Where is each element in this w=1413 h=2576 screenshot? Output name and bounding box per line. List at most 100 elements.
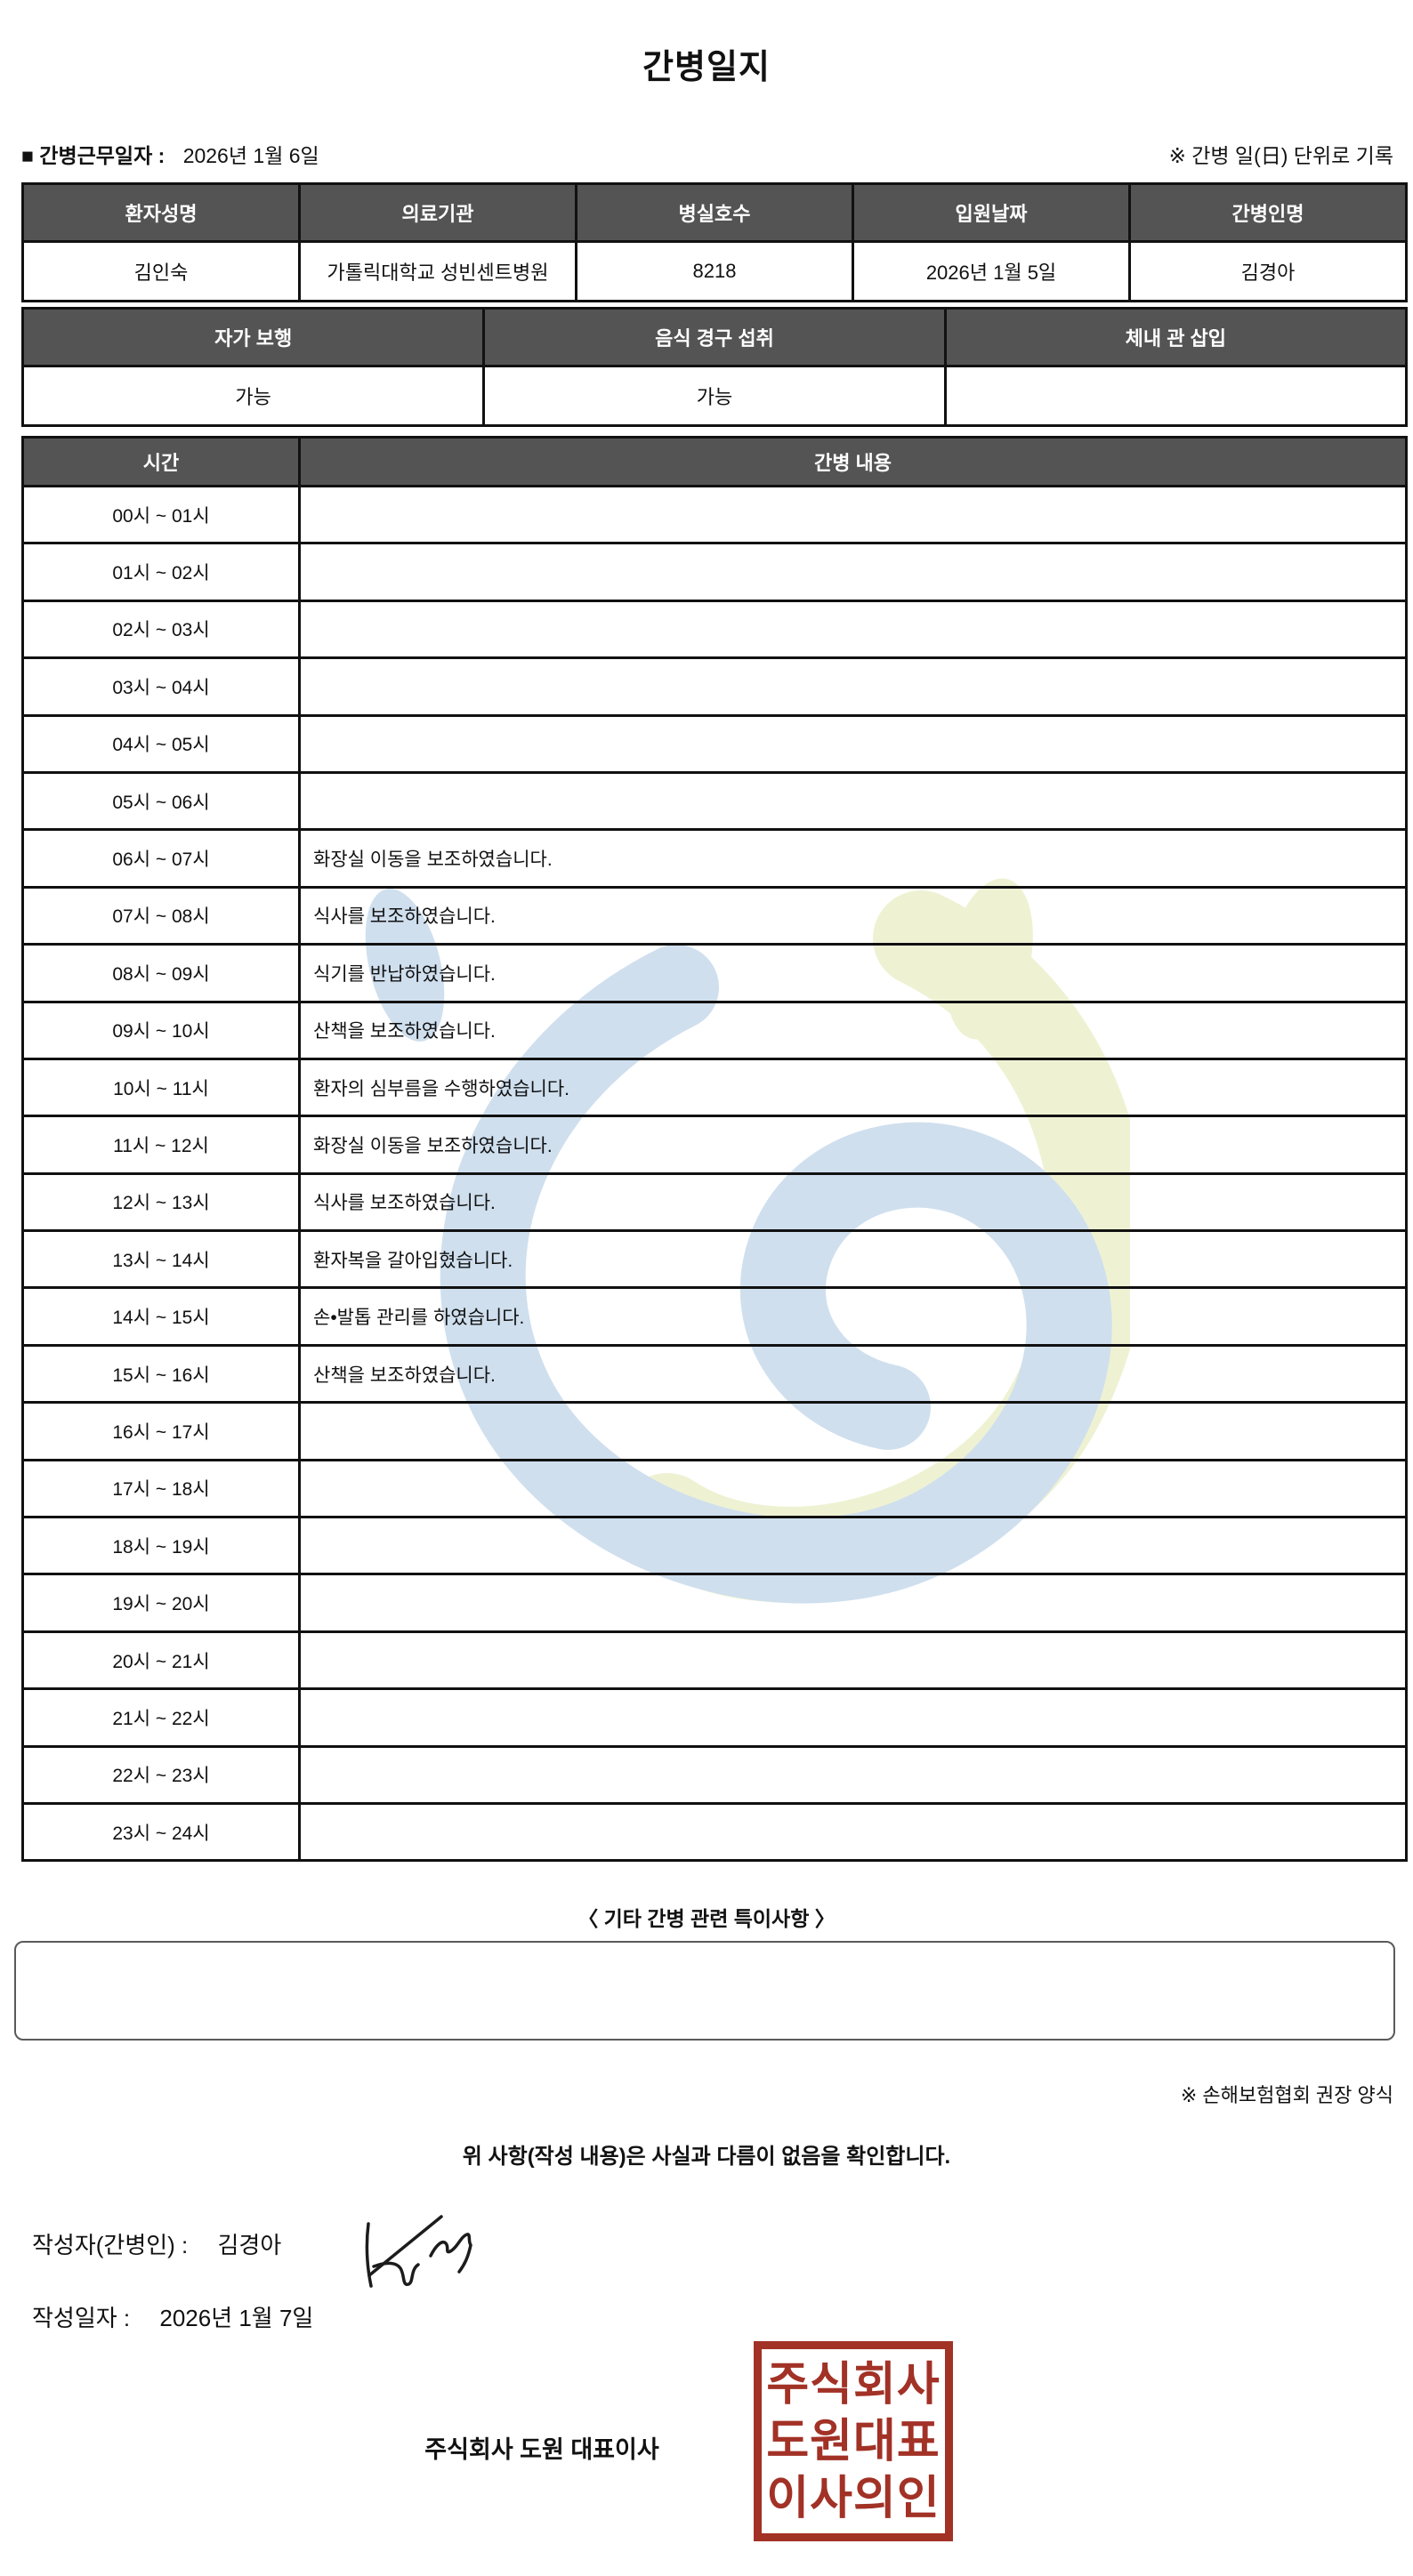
col-room: 병실호수 <box>575 182 854 243</box>
care-row-time: 19시 ~ 20시 <box>21 1573 301 1633</box>
care-row-content: 환자의 심부름을 수행하였습니다. <box>298 1057 1408 1118</box>
meta-row: ■ 간병근무일자 : 2026년 1월 6일 ※ 간병 일(日) 단위로 기록 <box>21 139 1393 169</box>
room-number: 8218 <box>575 240 854 302</box>
care-row-time: 05시 ~ 06시 <box>21 770 301 832</box>
care-row: 18시 ~ 19시 <box>21 1516 1408 1576</box>
care-row-time: 04시 ~ 05시 <box>21 713 301 774</box>
care-row-content <box>298 1744 1408 1805</box>
care-row-time: 02시 ~ 03시 <box>21 599 301 660</box>
care-row-time: 06시 ~ 07시 <box>21 828 301 889</box>
care-row: 00시 ~ 01시 <box>21 484 1408 545</box>
care-row: 19시 ~ 20시 <box>21 1573 1408 1633</box>
care-row-content <box>298 1516 1408 1576</box>
care-header-row: 시간 간병 내용 <box>21 436 1408 487</box>
care-row-content <box>298 770 1408 832</box>
status-table: 자가 보행 음식 경구 섭취 체내 관 삽입 가능 가능 <box>20 307 1409 427</box>
care-row-content <box>298 713 1408 774</box>
insurance-form-note: ※ 손해보험협회 권장 양식 <box>1180 2084 1393 2106</box>
care-row: 11시 ~ 12시 화장실 이동을 보조하였습니다. <box>21 1115 1408 1175</box>
care-row: 20시 ~ 21시 <box>21 1630 1408 1691</box>
col-hospital: 의료기관 <box>298 182 577 243</box>
care-row-content <box>298 1801 1408 1863</box>
care-row: 03시 ~ 04시 <box>21 656 1408 717</box>
work-date-label: ■ 간병근무일자 : <box>21 144 166 167</box>
care-row: 05시 ~ 06시 <box>21 770 1408 832</box>
stamp-line-1: 주식회사 <box>766 2358 941 2411</box>
hospital-name: 가톨릭대학교 성빈센트병원 <box>298 240 577 302</box>
care-row: 09시 ~ 10시 산책을 보조하였습니다. <box>21 1000 1408 1060</box>
col-tube-insertion: 체내 관 삽입 <box>943 307 1409 367</box>
care-row-content <box>298 1458 1408 1519</box>
patient-name: 김인숙 <box>21 240 301 302</box>
care-row: 15시 ~ 16시 산책을 보조하였습니다. <box>21 1343 1408 1405</box>
care-row-content: 화장실 이동을 보조하였습니다. <box>298 1115 1408 1175</box>
care-row-time: 11시 ~ 12시 <box>21 1115 301 1175</box>
tube-insertion-value <box>943 365 1409 427</box>
care-row-time: 21시 ~ 22시 <box>21 1687 301 1748</box>
col-self-walking: 자가 보행 <box>20 307 486 367</box>
care-row-time: 01시 ~ 02시 <box>21 542 301 602</box>
content-column-header: 간병 내용 <box>298 436 1408 487</box>
care-row-time: 23시 ~ 24시 <box>21 1801 301 1863</box>
care-row-time: 18시 ~ 19시 <box>21 1516 301 1576</box>
status-header-row: 자가 보행 음식 경구 섭취 체내 관 삽입 <box>20 307 1409 367</box>
care-row-content <box>298 656 1408 717</box>
care-row-time: 17시 ~ 18시 <box>21 1458 301 1519</box>
admission-date: 2026년 1월 5일 <box>852 240 1131 302</box>
care-row-time: 08시 ~ 09시 <box>21 943 301 1003</box>
patient-value-row: 김인숙 가톨릭대학교 성빈센트병원 8218 2026년 1월 5일 김경아 <box>21 240 1408 302</box>
care-row-content <box>298 599 1408 660</box>
care-row-content <box>298 542 1408 602</box>
care-row-time: 09시 ~ 10시 <box>21 1000 301 1060</box>
care-row-time: 00시 ~ 01시 <box>21 484 301 545</box>
care-row-time: 13시 ~ 14시 <box>21 1229 301 1290</box>
work-date-value: 2026년 1월 6일 <box>182 144 319 167</box>
time-column-header: 시간 <box>21 436 301 487</box>
care-row-content <box>298 1573 1408 1633</box>
care-row-time: 12시 ~ 13시 <box>21 1171 301 1233</box>
care-row: 21시 ~ 22시 <box>21 1687 1408 1748</box>
care-row: 10시 ~ 11시 환자의 심부름을 수행하였습니다. <box>21 1057 1408 1118</box>
care-row: 13시 ~ 14시 환자복을 갈아입혔습니다. <box>21 1229 1408 1290</box>
care-row-content: 산책을 보조하였습니다. <box>298 1000 1408 1060</box>
care-row: 01시 ~ 02시 <box>21 542 1408 602</box>
care-row-time: 14시 ~ 15시 <box>21 1286 301 1347</box>
care-row: 02시 ~ 03시 <box>21 599 1408 660</box>
care-row-time: 20시 ~ 21시 <box>21 1630 301 1691</box>
patient-info-table: 환자성명 의료기관 병실호수 입원날짜 간병인명 김인숙 가톨릭대학교 성빈센트… <box>21 182 1408 302</box>
special-notes-heading: 〈 기타 간병 관련 특이사항 〉 <box>577 1907 836 1930</box>
care-row: 12시 ~ 13시 식사를 보조하였습니다. <box>21 1171 1408 1233</box>
care-row-content: 화장실 이동을 보조하였습니다. <box>298 828 1408 889</box>
care-row-content <box>298 1687 1408 1748</box>
care-row-content <box>298 484 1408 545</box>
col-admission-date: 입원날짜 <box>852 182 1131 243</box>
col-oral-intake: 음식 경구 섭취 <box>482 307 947 367</box>
work-date-line: ■ 간병근무일자 : 2026년 1월 6일 <box>21 139 319 169</box>
corporate-seal-stamp: 주식회사 도원대표 이사의인 <box>754 2341 953 2541</box>
care-row-time: 16시 ~ 17시 <box>21 1401 301 1461</box>
care-row: 06시 ~ 07시 화장실 이동을 보조하였습니다. <box>21 828 1408 889</box>
writer-label: 작성자(간병인) : <box>32 2232 195 2258</box>
unit-note: ※ 간병 일(日) 단위로 기록 <box>1168 144 1393 167</box>
care-row-content: 손•발톱 관리를 하였습니다. <box>298 1286 1408 1347</box>
self-walking-value: 가능 <box>20 365 486 427</box>
hourly-care-table: 시간 간병 내용 00시 ~ 01시 01시 ~ 02시 02시 ~ 03시 03시 … <box>21 436 1408 1863</box>
care-row-time: 03시 ~ 04시 <box>21 656 301 717</box>
care-row: 14시 ~ 15시 손•발톱 관리를 하였습니다. <box>21 1286 1408 1347</box>
care-row: 23시 ~ 24시 <box>21 1801 1408 1863</box>
report-date-value: 2026년 1월 7일 <box>159 2305 314 2331</box>
company-ceo-line: 주식회사 도원 대표이사 <box>424 2436 659 2463</box>
care-row-time: 10시 ~ 11시 <box>21 1057 301 1118</box>
report-date-label: 작성일자 : <box>32 2305 137 2331</box>
care-row: 22시 ~ 23시 <box>21 1744 1408 1805</box>
care-row-content: 식기를 반납하였습니다. <box>298 943 1408 1003</box>
report-date-line: 작성일자 : 2026년 1월 7일 <box>32 2300 313 2333</box>
col-caregiver-name: 간병인명 <box>1128 182 1408 243</box>
patient-header-row: 환자성명 의료기관 병실호수 입원날짜 간병인명 <box>21 182 1408 243</box>
special-notes-box <box>14 1941 1395 2041</box>
care-row: 17시 ~ 18시 <box>21 1458 1408 1519</box>
status-value-row: 가능 가능 <box>20 365 1409 427</box>
handwritten-signature <box>365 2215 472 2288</box>
oral-intake-value: 가능 <box>482 365 947 427</box>
